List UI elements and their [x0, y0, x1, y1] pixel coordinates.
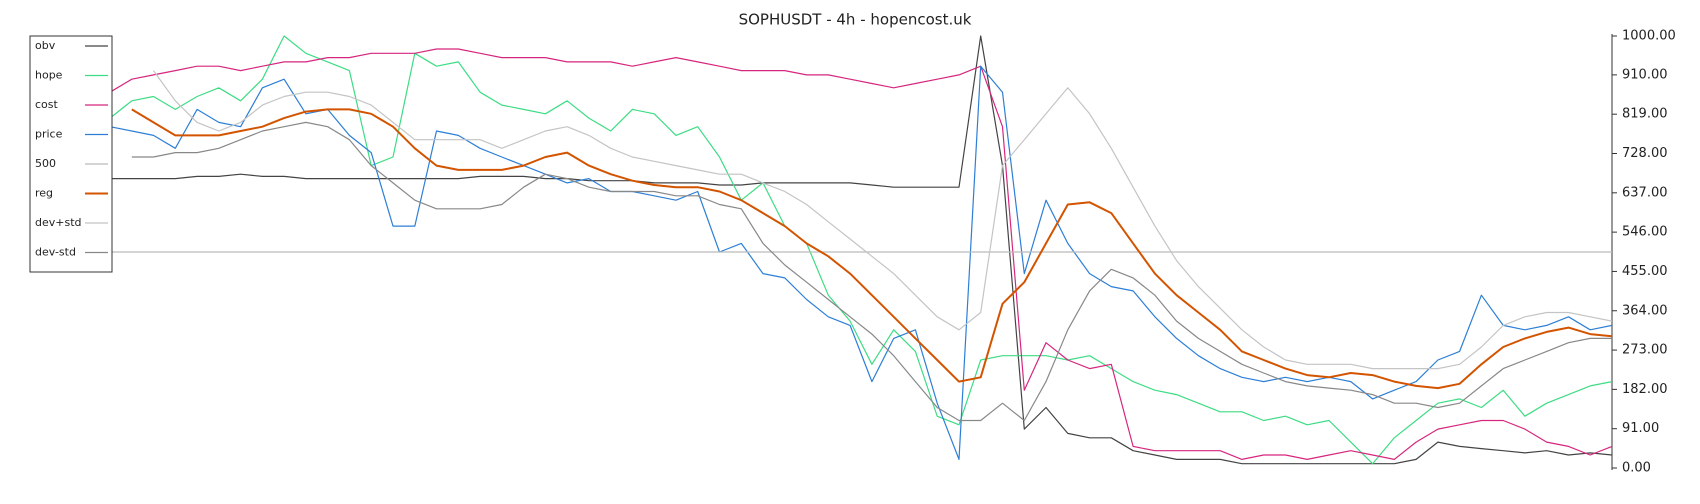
y-tick-label: 728.00 [1622, 146, 1668, 161]
legend-label: cost [35, 98, 59, 111]
y-tick-label: 273.00 [1622, 343, 1668, 358]
legend-label: price [35, 128, 63, 141]
series-line [110, 35, 1613, 465]
y-tick-label: 819.00 [1622, 107, 1668, 122]
y-tick-label: 0.00 [1622, 461, 1651, 476]
legend-label: obv [35, 39, 56, 52]
legend-label: dev-std [35, 246, 76, 259]
y-tick-label: 182.00 [1622, 382, 1668, 397]
y-tick-label: 364.00 [1622, 303, 1668, 318]
y-tick-label: 455.00 [1622, 264, 1668, 279]
series-line [109, 65, 1613, 460]
y-tick-label: 910.00 [1622, 67, 1668, 82]
legend-label: reg [35, 187, 53, 200]
y-tick-label: 91.00 [1622, 421, 1659, 436]
legend-label: dev+std [35, 216, 82, 229]
series-line [109, 48, 1613, 460]
series-line [131, 121, 1612, 422]
chart-title: SOPHUSDT - 4h - hopencost.uk [739, 11, 972, 29]
legend-label: hope [35, 69, 63, 82]
legend-label: 500 [35, 157, 56, 170]
series-line [131, 108, 1613, 390]
y-tick-label: 1000.00 [1622, 29, 1676, 44]
y-tick-label: 546.00 [1622, 225, 1668, 240]
series-line [153, 70, 1613, 370]
y-tick-label: 637.00 [1622, 185, 1668, 200]
